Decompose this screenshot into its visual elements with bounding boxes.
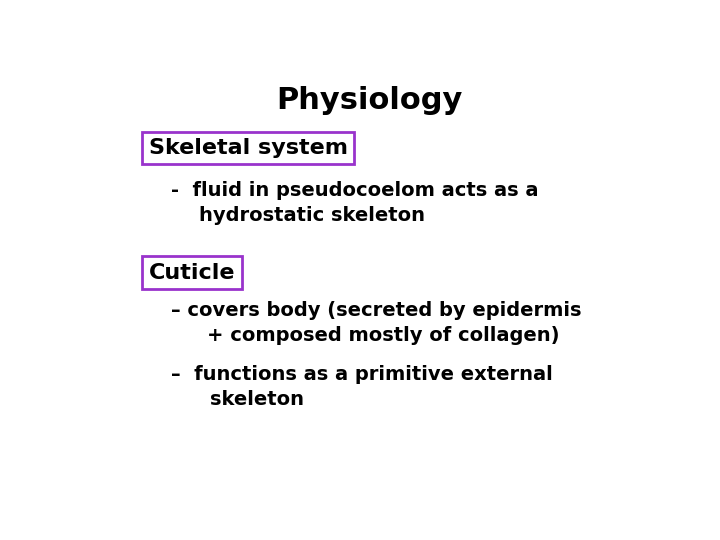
- Text: hydrostatic skeleton: hydrostatic skeleton: [199, 206, 425, 225]
- Text: –  functions as a primitive external: – functions as a primitive external: [171, 365, 553, 384]
- Text: Cuticle: Cuticle: [148, 262, 235, 283]
- Text: – covers body (secreted by epidermis: – covers body (secreted by epidermis: [171, 301, 582, 320]
- Text: Skeletal system: Skeletal system: [148, 138, 348, 158]
- Text: -  fluid in pseudocoelom acts as a: - fluid in pseudocoelom acts as a: [171, 181, 539, 200]
- Text: skeleton: skeleton: [210, 390, 304, 409]
- Text: Physiology: Physiology: [276, 85, 462, 114]
- Text: + composed mostly of collagen): + composed mostly of collagen): [207, 326, 559, 346]
